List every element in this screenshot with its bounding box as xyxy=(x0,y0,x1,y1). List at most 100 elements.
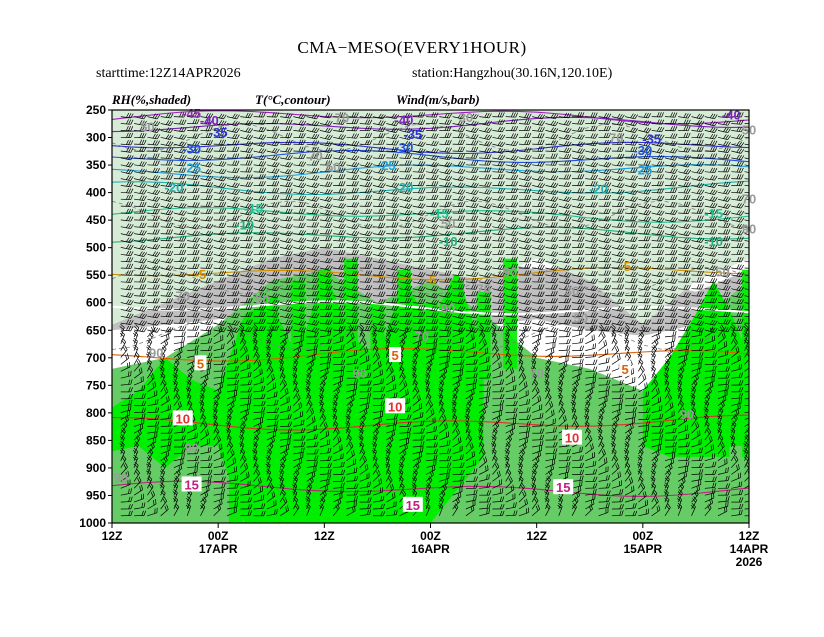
temperature-contour xyxy=(112,480,749,497)
wind-barb-feather xyxy=(179,126,183,132)
wind-barb-feather xyxy=(205,277,209,283)
wind-barb-feather xyxy=(141,510,144,516)
wind-barb-feather xyxy=(209,231,214,237)
wind-barb xyxy=(173,150,184,154)
wind-barb xyxy=(200,459,211,462)
wind-barb-feather xyxy=(154,134,158,139)
wind-barb-feather xyxy=(207,125,211,131)
wind-barb-feather xyxy=(154,196,159,202)
wind-barb-feather xyxy=(154,436,157,442)
wind-barb xyxy=(319,233,330,235)
wind-barb-feather xyxy=(165,229,169,235)
wind-barb-feather xyxy=(130,504,133,510)
wind-barb-feather xyxy=(342,453,344,459)
wind-barb xyxy=(200,389,206,399)
wind-barb-feather xyxy=(196,217,200,223)
wind-barb-feather xyxy=(156,252,161,257)
wind-barb-feather xyxy=(183,331,186,337)
wind-barb-feather xyxy=(154,114,159,119)
wind-barb-feather xyxy=(207,345,211,351)
wind-barb xyxy=(200,260,211,263)
wind-barb-feather xyxy=(128,299,132,305)
wind-barb xyxy=(173,136,184,140)
wind-barb-feather xyxy=(165,235,169,241)
wind-barb-feather xyxy=(154,265,159,270)
wind-barb-feather xyxy=(205,284,209,290)
wind-barb-feather xyxy=(130,245,134,250)
wind-barb-feather xyxy=(221,182,225,188)
wind-barb-feather xyxy=(194,162,198,167)
wind-barb-feather xyxy=(183,167,187,173)
wind-barb-feather xyxy=(141,230,145,235)
wind-barb-feather xyxy=(179,271,183,277)
wind-barb-feather xyxy=(157,229,160,235)
wind-barb xyxy=(187,267,198,269)
wind-barb xyxy=(120,492,131,496)
wind-barb xyxy=(120,123,131,125)
wind-barb-feather xyxy=(160,482,165,487)
wind-barb-feather xyxy=(123,464,127,469)
wind-barb-feather xyxy=(221,114,225,119)
wind-barb-feather xyxy=(130,257,134,263)
wind-barb-feather xyxy=(139,277,143,283)
wind-barb-feather xyxy=(170,174,174,180)
wind-barb-feather xyxy=(152,243,156,249)
wind-barb-feather xyxy=(223,264,227,270)
wind-barb xyxy=(173,171,184,173)
wind-barb-feather xyxy=(128,208,132,214)
wind-barb-feather xyxy=(199,399,205,404)
wind-barb-feather xyxy=(133,463,138,468)
wind-barb-feather xyxy=(126,154,130,160)
wind-barb xyxy=(147,503,157,510)
wind-barb-feather xyxy=(139,201,143,207)
wind-barb-feather xyxy=(152,215,156,221)
wind-barb-feather xyxy=(192,133,196,139)
wind-barb-feather xyxy=(223,270,227,276)
wind-barb-feather xyxy=(186,381,191,385)
wind-barb xyxy=(173,336,184,338)
wind-barb-feather xyxy=(168,167,171,173)
wind-barb-feather xyxy=(210,345,213,351)
wind-barb xyxy=(134,247,144,251)
wind-barb-feather xyxy=(210,224,214,229)
wind-barb xyxy=(173,198,184,202)
wind-barb xyxy=(200,281,211,283)
wind-barb-feather xyxy=(143,169,147,174)
wind-barb-feather xyxy=(141,306,145,312)
wind-barb xyxy=(186,499,192,510)
wind-barb-feather xyxy=(168,285,172,291)
wind-barb xyxy=(160,478,165,489)
wind-barb-feather xyxy=(183,442,187,448)
wind-barb xyxy=(147,315,158,319)
wind-barb-feather xyxy=(126,216,130,221)
wind-barb-feather xyxy=(152,258,156,263)
wind-barb-feather xyxy=(176,470,180,476)
wind-barb xyxy=(173,479,180,489)
wind-barb xyxy=(120,260,131,263)
wind-barb-feather xyxy=(154,160,158,166)
wind-barb-feather xyxy=(152,320,156,325)
wind-barb xyxy=(160,391,169,400)
wind-barb-feather xyxy=(181,217,185,222)
wind-barb xyxy=(187,212,198,216)
wind-barb xyxy=(120,191,131,194)
wind-barb-feather xyxy=(141,114,145,119)
wind-barb-feather xyxy=(205,292,209,297)
wind-barb-feather xyxy=(130,399,133,405)
wind-barb-feather xyxy=(122,422,126,428)
wind-barb xyxy=(147,185,158,189)
wind-barb-feather xyxy=(143,510,147,516)
wind-barb xyxy=(213,240,224,243)
wind-barb-feather xyxy=(418,404,421,410)
wind-barb-feather xyxy=(196,331,200,337)
wind-barb xyxy=(200,185,211,188)
wind-barb xyxy=(147,164,158,166)
wind-barb xyxy=(120,484,131,489)
wind-barb-feather xyxy=(170,121,174,126)
wind-barb-feather xyxy=(179,216,183,222)
wind-barb-feather xyxy=(124,416,128,422)
wind-barb-feather xyxy=(170,160,173,166)
wind-barb-feather xyxy=(207,292,212,298)
wind-barb-feather xyxy=(196,432,198,438)
wind-barb xyxy=(160,400,170,407)
